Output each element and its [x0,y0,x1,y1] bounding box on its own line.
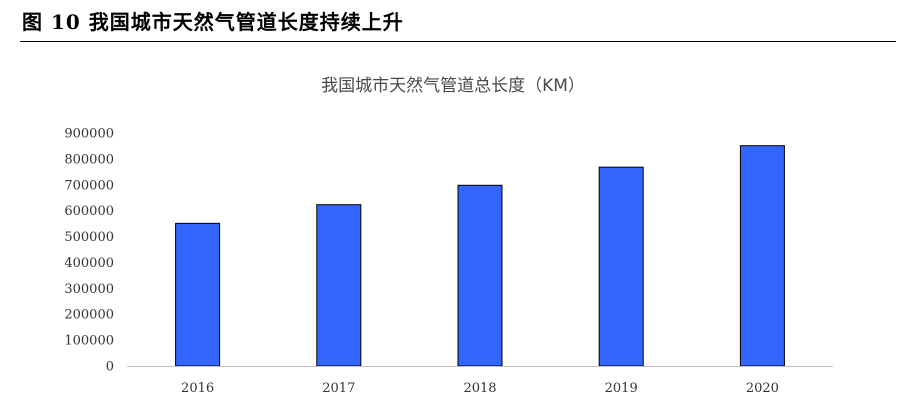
y-tick-label: 900000 [64,127,114,142]
y-tick-label: 500000 [64,230,114,245]
bars [175,145,785,367]
y-tick-label: 700000 [64,178,114,193]
chart-title: 我国城市天然气管道总长度（KM） [321,76,585,96]
bar-2016 [175,222,221,367]
bar-2018 [457,184,503,367]
x-tick-label: 2017 [322,381,355,396]
y-tick-label: 600000 [64,204,114,219]
caption-divider [20,41,896,42]
x-tick-label: 2016 [181,381,214,396]
y-tick-label: 100000 [64,334,114,349]
y-tick-label: 400000 [64,256,114,271]
y-tick-label: 300000 [64,282,114,297]
y-axis-ticks: 0 100000 200000 300000 400000 500000 600000 700… [64,127,114,375]
x-tick-label: 2020 [746,381,779,396]
y-tick-label: 800000 [64,152,114,167]
y-tick-label: 0 [106,360,114,375]
x-axis-ticks: 2016 2017 2018 2019 2020 [181,381,779,396]
bar-2020 [739,145,785,367]
figure-caption: 图 10 我国城市天然气管道长度持续上升 [22,10,404,34]
y-tick-label: 200000 [64,308,114,323]
bar-2019 [598,166,644,367]
x-tick-label: 2018 [463,381,496,396]
bar-2017 [316,204,362,367]
x-tick-label: 2019 [605,381,638,396]
figure-header: 图 10 我国城市天然气管道长度持续上升 [0,0,898,42]
